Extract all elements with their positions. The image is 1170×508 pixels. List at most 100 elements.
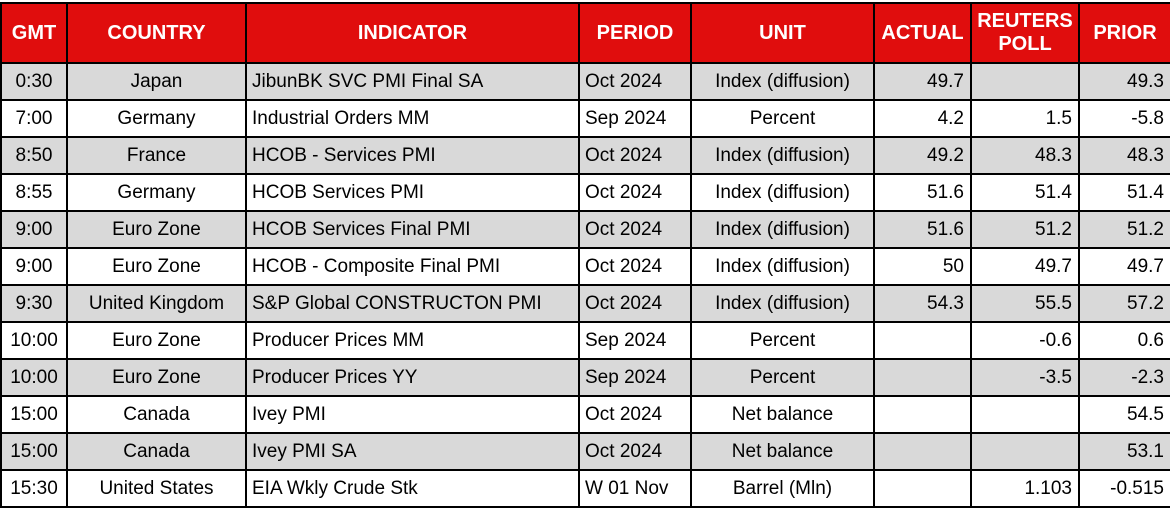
- table-cell: Oct 2024: [578, 173, 692, 212]
- table-cell: 55.5: [970, 284, 1080, 323]
- table-cell: -0.515: [1078, 469, 1170, 508]
- table-cell: 10:00: [0, 358, 68, 397]
- table-cell: -3.5: [970, 358, 1080, 397]
- table-cell: [873, 432, 972, 471]
- table-cell: United States: [66, 469, 247, 508]
- table-cell: Index (diffusion): [690, 247, 875, 286]
- table-cell: Euro Zone: [66, 358, 247, 397]
- table-cell: Sep 2024: [578, 358, 692, 397]
- table-cell: 9:00: [0, 247, 68, 286]
- table-cell: HCOB - Services PMI: [245, 136, 580, 175]
- table-cell: -5.8: [1078, 99, 1170, 138]
- table-cell: Euro Zone: [66, 247, 247, 286]
- table-cell: EIA Wkly Crude Stk: [245, 469, 580, 508]
- table-cell: Oct 2024: [578, 432, 692, 471]
- table-cell: Oct 2024: [578, 247, 692, 286]
- table-cell: Index (diffusion): [690, 136, 875, 175]
- table-cell: Oct 2024: [578, 62, 692, 101]
- table-row: 9:00 Euro Zone HCOB - Composite Final PMI O…: [0, 247, 1170, 286]
- table-cell: W 01 Nov: [578, 469, 692, 508]
- table-cell: Industrial Orders MM: [245, 99, 580, 138]
- column-header-country: COUNTRY: [66, 2, 247, 64]
- table-cell: 51.4: [1078, 173, 1170, 212]
- table-cell: United Kingdom: [66, 284, 247, 323]
- table-cell: Sep 2024: [578, 99, 692, 138]
- table-cell: -2.3: [1078, 358, 1170, 397]
- table-cell: [873, 321, 972, 360]
- header-row: GMT COUNTRY INDICATOR PERIOD UNIT ACTUAL REUTE…: [0, 2, 1170, 64]
- table-cell: Japan: [66, 62, 247, 101]
- table-cell: HCOB Services Final PMI: [245, 210, 580, 249]
- table-cell: Barrel (Mln): [690, 469, 875, 508]
- table-cell: -0.6: [970, 321, 1080, 360]
- table-cell: 15:00: [0, 395, 68, 434]
- table-cell: S&P Global CONSTRUCTON PMI: [245, 284, 580, 323]
- table-cell: 15:30: [0, 469, 68, 508]
- column-header-unit: UNIT: [690, 2, 875, 64]
- table-cell: Ivey PMI SA: [245, 432, 580, 471]
- table-cell: 50: [873, 247, 972, 286]
- table-cell: [970, 432, 1080, 471]
- table-cell: 49.7: [970, 247, 1080, 286]
- table-cell: 51.2: [970, 210, 1080, 249]
- table-row: 9:00 Euro Zone HCOB Services Final PMI Oct …: [0, 210, 1170, 249]
- table-cell: Producer Prices YY: [245, 358, 580, 397]
- table-cell: Percent: [690, 99, 875, 138]
- table-row: 15:30 United States EIA Wkly Crude Stk W 01…: [0, 469, 1170, 508]
- table-cell: 49.3: [1078, 62, 1170, 101]
- table-cell: Index (diffusion): [690, 62, 875, 101]
- table-cell: [873, 469, 972, 508]
- table-cell: 51.6: [873, 210, 972, 249]
- table-cell: 8:55: [0, 173, 68, 212]
- table-cell: Oct 2024: [578, 136, 692, 175]
- table-cell: [970, 62, 1080, 101]
- table-cell: Oct 2024: [578, 284, 692, 323]
- table-cell: 49.7: [1078, 247, 1170, 286]
- table-cell: Oct 2024: [578, 395, 692, 434]
- column-header-period: PERIOD: [578, 2, 692, 64]
- table-header: GMT COUNTRY INDICATOR PERIOD UNIT ACTUAL REUTE…: [0, 2, 1170, 64]
- table-cell: Percent: [690, 321, 875, 360]
- table-cell: 54.5: [1078, 395, 1170, 434]
- table-cell: HCOB - Composite Final PMI: [245, 247, 580, 286]
- column-header-reuters-poll: REUTERS POLL: [970, 2, 1080, 64]
- table-cell: Euro Zone: [66, 321, 247, 360]
- table-cell: 51.2: [1078, 210, 1170, 249]
- table-cell: Ivey PMI: [245, 395, 580, 434]
- table-cell: Oct 2024: [578, 210, 692, 249]
- table-row: 7:00 Germany Industrial Orders MM Sep 2024 P…: [0, 99, 1170, 138]
- table-cell: 1.103: [970, 469, 1080, 508]
- table-row: 15:00 Canada Ivey PMI SA Oct 2024 Net balanc…: [0, 432, 1170, 471]
- table-cell: Canada: [66, 395, 247, 434]
- table-body: 0:30 Japan JibunBK SVC PMI Final SA Oct 202…: [0, 62, 1170, 508]
- table-cell: Index (diffusion): [690, 210, 875, 249]
- table-cell: Net balance: [690, 395, 875, 434]
- table-cell: Canada: [66, 432, 247, 471]
- table-cell: France: [66, 136, 247, 175]
- table-cell: Germany: [66, 173, 247, 212]
- table-cell: 48.3: [1078, 136, 1170, 175]
- table-row: 9:30 United Kingdom S&P Global CONSTRUCTON…: [0, 284, 1170, 323]
- table-cell: 9:30: [0, 284, 68, 323]
- table-row: 15:00 Canada Ivey PMI Oct 2024 Net balance 54…: [0, 395, 1170, 434]
- table-cell: Percent: [690, 358, 875, 397]
- table-cell: JibunBK SVC PMI Final SA: [245, 62, 580, 101]
- table-cell: HCOB Services PMI: [245, 173, 580, 212]
- table-cell: 1.5: [970, 99, 1080, 138]
- table-cell: Sep 2024: [578, 321, 692, 360]
- table-cell: Germany: [66, 99, 247, 138]
- column-header-actual: ACTUAL: [873, 2, 972, 64]
- column-header-prior: PRIOR: [1078, 2, 1170, 64]
- table-row: 8:55 Germany HCOB Services PMI Oct 2024 Inde…: [0, 173, 1170, 212]
- table-cell: Index (diffusion): [690, 173, 875, 212]
- table-cell: Euro Zone: [66, 210, 247, 249]
- table-cell: [970, 395, 1080, 434]
- table-cell: 57.2: [1078, 284, 1170, 323]
- table-cell: Net balance: [690, 432, 875, 471]
- table-cell: 4.2: [873, 99, 972, 138]
- table-cell: 48.3: [970, 136, 1080, 175]
- table-cell: [873, 395, 972, 434]
- column-header-indicator: INDICATOR: [245, 2, 580, 64]
